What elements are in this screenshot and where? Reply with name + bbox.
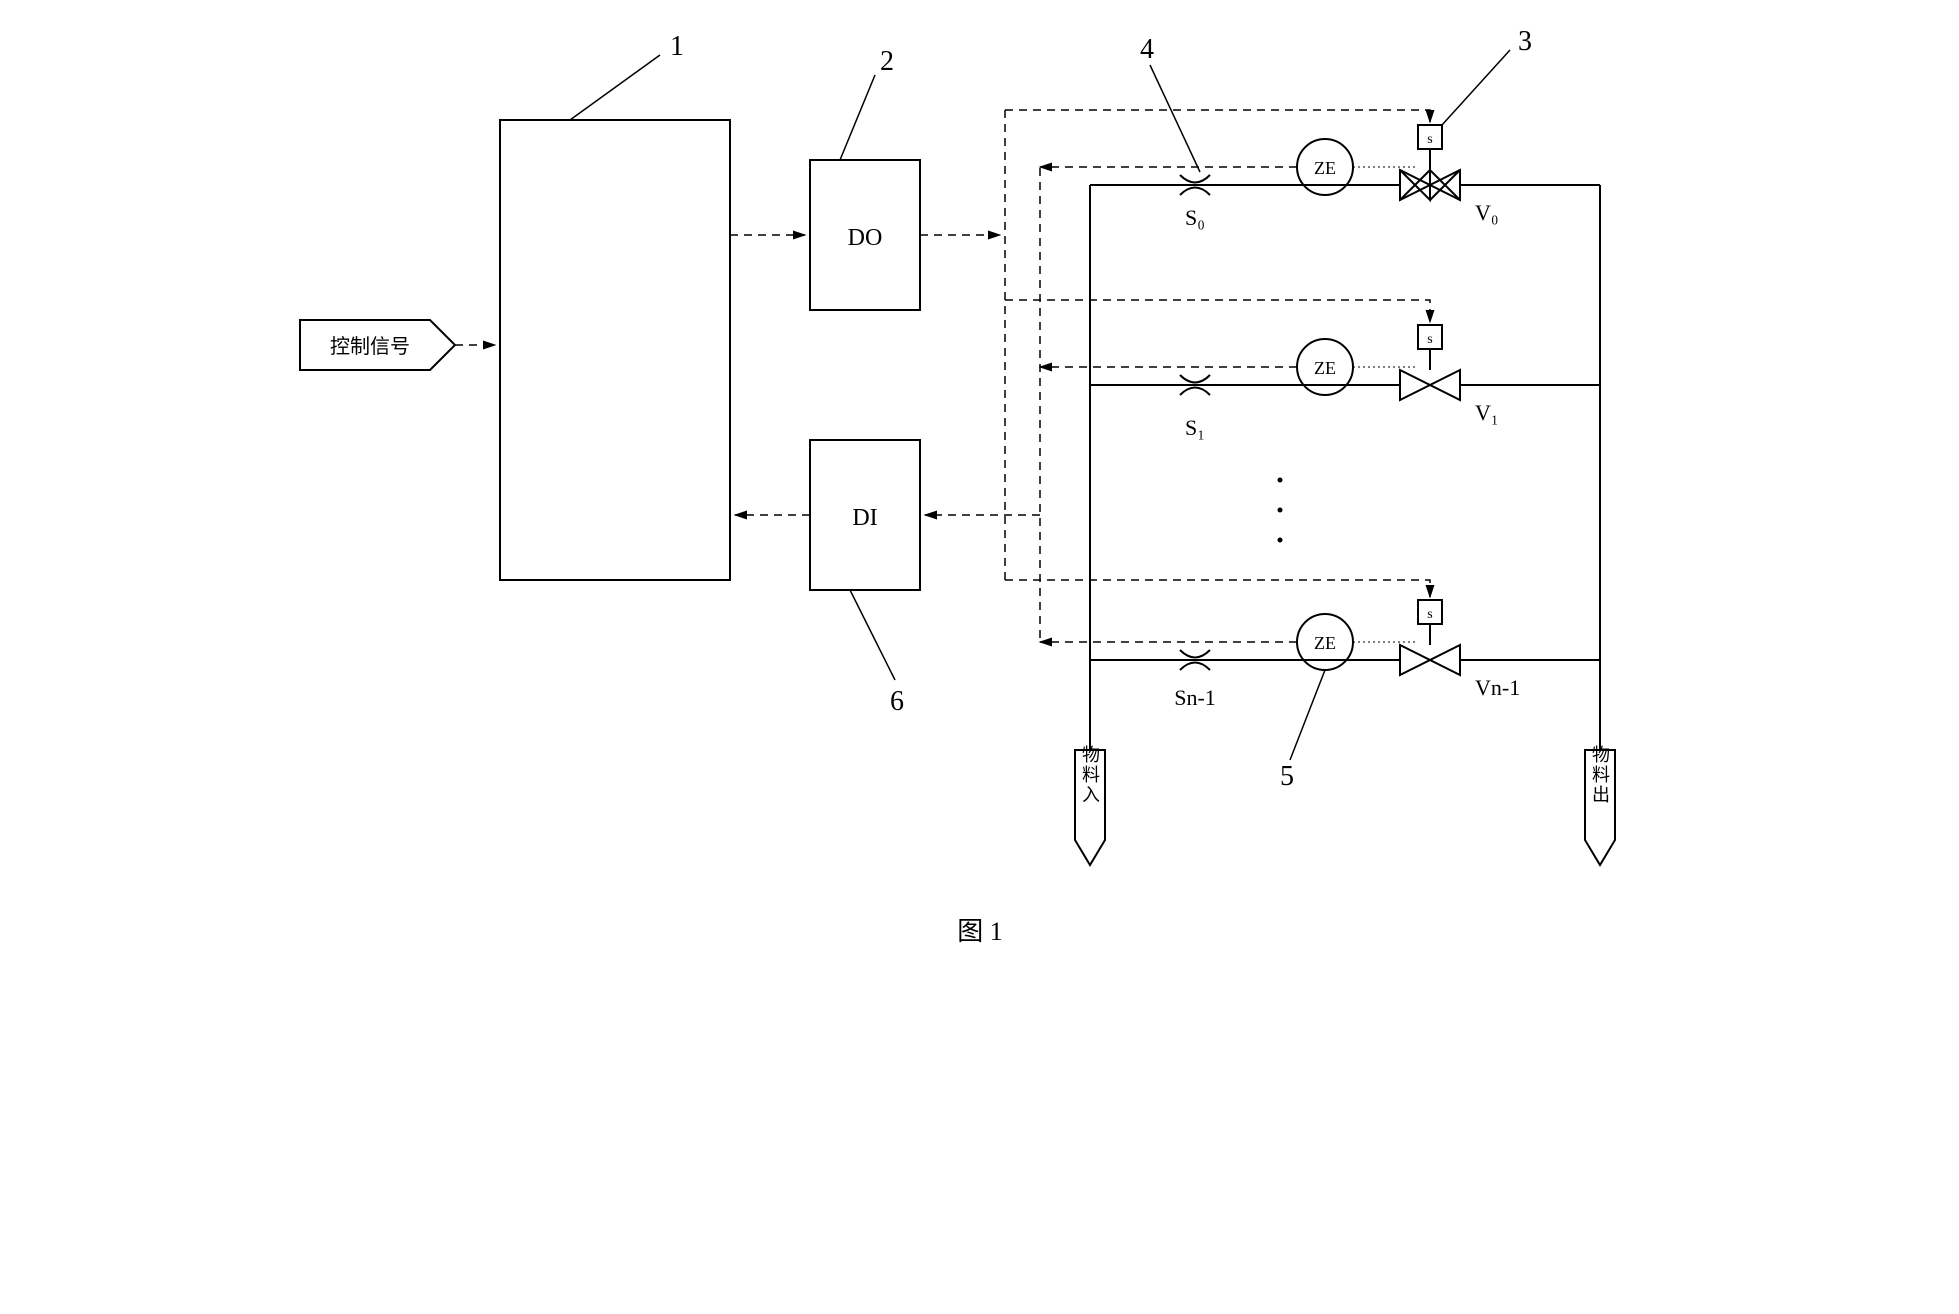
orifice-label-s1: S₁ (1185, 415, 1205, 440)
valve-label-v0: V₀ (1475, 200, 1499, 225)
valve-label-v1: V₁ (1475, 400, 1499, 425)
controller-box (500, 120, 730, 580)
orifice-label-sn1: Sn-1 (1174, 685, 1216, 710)
do-to-valve-0-line (1005, 110, 1430, 122)
diagram-svg: DO DI 控制信号 S₀ ZE V₀ s (280, 20, 1680, 960)
callout-line-1 (570, 55, 660, 120)
material-in-label: 物料入 (1075, 745, 1105, 865)
orifice-label-s0: S₀ (1185, 205, 1205, 230)
control-signal-label: 控制信号 (300, 320, 455, 370)
valve-icon (1400, 645, 1460, 675)
valve-icon (1400, 370, 1460, 400)
callout-line-3 (1442, 50, 1510, 125)
ze-label-1: ZE (1314, 358, 1336, 378)
do-to-valve-1-line (1005, 300, 1430, 322)
branch-row-0: S₀ ZE V₀ s (1005, 110, 1600, 230)
di-label: DI (852, 505, 877, 531)
control-signal-text: 控制信号 (330, 335, 410, 358)
branch-row-n1: Sn-1 ZE Vn-1 s (1005, 580, 1600, 710)
solenoid-label-0: s (1427, 132, 1432, 147)
branch-row-1: S₁ ZE V₁ s (1005, 300, 1600, 440)
material-in-text: 物料入 (1080, 745, 1100, 805)
do-label: DO (847, 225, 882, 251)
callout-number-1: 1 (670, 31, 684, 62)
callout-number-2: 2 (880, 46, 894, 77)
solenoid-label-1: s (1427, 332, 1432, 347)
valve-label-vn1: Vn-1 (1475, 675, 1520, 700)
ellipsis-dots (1277, 478, 1282, 543)
orifice-icon (1180, 375, 1210, 383)
material-out-text: 物料出 (1590, 745, 1610, 805)
orifice-icon (1180, 175, 1210, 183)
ze-label-n1: ZE (1314, 633, 1336, 653)
orifice-icon (1180, 650, 1210, 658)
callout-number-3: 3 (1518, 26, 1532, 57)
callout-line-2 (840, 75, 875, 160)
material-out-label: 物料出 (1585, 745, 1615, 865)
solenoid-label-n1: s (1427, 607, 1432, 622)
callout-line-5 (1290, 670, 1325, 760)
callout-number-6: 6 (890, 686, 904, 717)
figure-label: 图 1 (957, 917, 1003, 946)
callout-line-4 (1150, 65, 1200, 172)
callout-number-4: 4 (1140, 34, 1154, 65)
callout-number-5: 5 (1280, 761, 1294, 792)
do-to-valve-n1-line (1005, 580, 1430, 597)
ze-label-0: ZE (1314, 158, 1336, 178)
callout-line-6 (850, 590, 895, 680)
